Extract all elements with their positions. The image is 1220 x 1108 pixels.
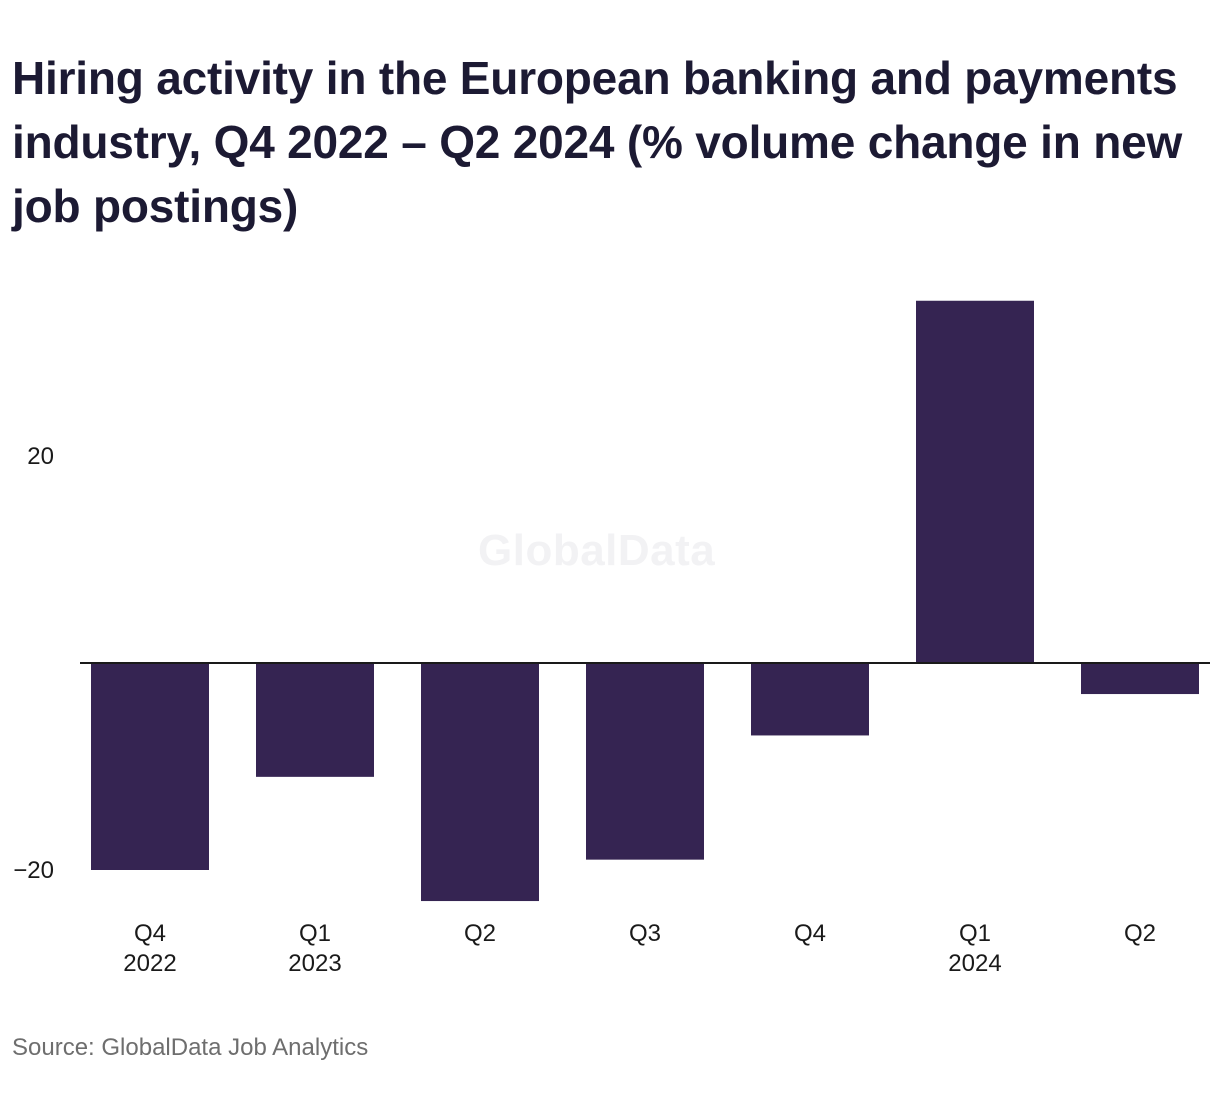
y-tick-label-0: 20 bbox=[27, 443, 54, 470]
x-tick-label-1-1: 2023 bbox=[288, 950, 341, 977]
bar-5 bbox=[916, 300, 1034, 663]
source-note: Source: GlobalData Job Analytics bbox=[12, 1034, 369, 1061]
bars bbox=[91, 300, 1199, 902]
y-tick-label-1: −20 bbox=[13, 857, 54, 884]
x-axis-ticks: Q4 2022 Q1 2023 Q2 Q3 Q4 Q1 2024 Q2 bbox=[123, 920, 1156, 977]
watermark: GlobalData bbox=[478, 526, 716, 575]
x-tick-label-2-0: Q2 bbox=[464, 920, 496, 947]
x-tick-label-5-0: Q1 bbox=[959, 920, 991, 947]
x-tick-label-3-0: Q3 bbox=[629, 920, 661, 947]
bar-0 bbox=[91, 663, 209, 870]
x-tick-label-1-0: Q1 bbox=[299, 920, 331, 947]
bar-4 bbox=[751, 663, 869, 736]
bar-3 bbox=[586, 663, 704, 860]
x-tick-label-5-1: 2024 bbox=[948, 950, 1001, 977]
x-tick-label-0-1: 2022 bbox=[123, 950, 176, 977]
x-tick-label-6-0: Q2 bbox=[1124, 920, 1156, 947]
x-tick-label-0-0: Q4 bbox=[134, 920, 166, 947]
bar-1 bbox=[256, 663, 374, 777]
chart-title: Hiring activity in the European banking … bbox=[12, 52, 1183, 232]
bar-2 bbox=[421, 663, 539, 902]
y-axis-ticks: 20 −20 bbox=[13, 443, 54, 884]
bar-6 bbox=[1081, 663, 1199, 695]
x-tick-label-4-0: Q4 bbox=[794, 920, 826, 947]
